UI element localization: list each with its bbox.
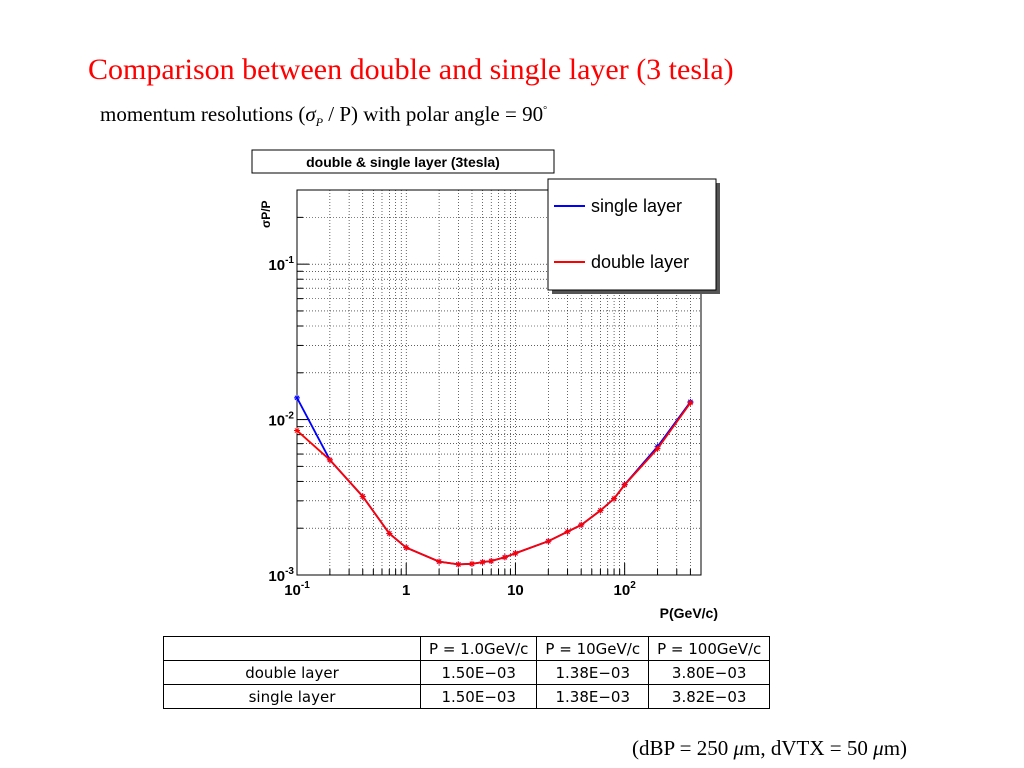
subtitle-mid: / P) with polar angle = 90	[323, 102, 544, 126]
data-point-marker	[403, 544, 410, 551]
subtitle-prefix: momentum resolutions (	[100, 102, 306, 126]
data-point-marker	[597, 507, 604, 514]
table-cell: 1.38E−03	[536, 684, 650, 709]
table-header-cell	[163, 636, 421, 661]
results-table: P = 1.0GeV/c P = 10GeV/c P = 100GeV/c do…	[163, 636, 771, 709]
slide-title: Comparison between double and single lay…	[88, 53, 734, 86]
x-axis-label: P(GeV/c)	[660, 605, 718, 621]
series-line-double-layer	[296, 402, 692, 566]
data-point-marker	[501, 554, 508, 561]
data-point-marker	[294, 427, 300, 434]
mu-symbol: μ	[873, 736, 884, 760]
data-point-marker	[488, 558, 495, 565]
y-tick-label: 10-2	[268, 411, 294, 430]
x-tick-label: 10-1	[284, 580, 310, 599]
x-tick-label: 102	[614, 580, 637, 599]
data-point-marker	[512, 550, 519, 557]
chart-title: double & single layer (3tesla)	[306, 154, 500, 170]
x-tick-label: 1	[402, 582, 410, 599]
data-point-marker	[359, 493, 366, 500]
data-point-marker	[654, 445, 661, 452]
detector-parameters-note: (dBP = 250 μm, dVTX = 50 μm)	[632, 736, 907, 761]
footnote-part-a: (dBP = 250	[632, 736, 734, 760]
data-point-marker	[455, 561, 462, 568]
legend-label-double: double layer	[591, 252, 689, 272]
data-point-marker	[578, 521, 585, 528]
table-header-cell: P = 10GeV/c	[536, 636, 650, 661]
data-point-marker	[386, 530, 393, 537]
series-line-single-layer	[296, 397, 692, 566]
table-row-label: single layer	[163, 684, 421, 709]
footnote-part-c: m)	[883, 736, 908, 760]
degree-symbol: °	[543, 105, 548, 116]
table-cell: 1.50E−03	[419, 684, 538, 709]
table-header-row: P = 1.0GeV/c P = 10GeV/c P = 100GeV/c	[163, 636, 771, 661]
data-point-marker	[436, 558, 443, 565]
table-header-cell: P = 1.0GeV/c	[419, 636, 538, 661]
table-header-cell: P = 100GeV/c	[648, 636, 771, 661]
data-point-marker	[326, 456, 333, 463]
table-cell: 3.82E−03	[648, 684, 771, 709]
legend-label-single: single layer	[591, 196, 682, 216]
sigma-symbol: σ	[305, 102, 316, 126]
data-point-marker	[468, 560, 475, 567]
data-point-marker	[294, 394, 300, 401]
y-tick-label: 10-1	[268, 255, 294, 274]
footnote-part-b: m, dVTX = 50	[744, 736, 874, 760]
table-row-label: double layer	[163, 660, 421, 685]
table-row: double layer 1.50E−03 1.38E−03 3.80E−03	[163, 660, 771, 685]
data-point-marker	[621, 481, 628, 488]
data-point-marker	[545, 538, 552, 545]
table-row: single layer 1.50E−03 1.38E−03 3.82E−03	[163, 684, 771, 709]
data-point-marker	[564, 528, 571, 535]
x-tick-label: 10	[507, 582, 524, 599]
legend: single layer double layer	[547, 178, 720, 294]
data-point-marker	[687, 399, 694, 406]
table-cell: 1.38E−03	[536, 660, 650, 685]
data-point-marker	[479, 559, 486, 566]
mu-symbol: μ	[733, 736, 745, 760]
data-point-marker	[611, 495, 618, 502]
data-series	[294, 394, 694, 568]
table-cell: 1.50E−03	[419, 660, 538, 685]
plot-subtitle: momentum resolutions (σP / P) with polar…	[100, 102, 547, 130]
y-axis-label: σP/P	[259, 200, 273, 228]
chart-title-box: double & single layer (3tesla)	[251, 149, 555, 174]
sigma-subscript: P	[315, 115, 324, 130]
table-cell: 3.80E−03	[648, 660, 771, 685]
